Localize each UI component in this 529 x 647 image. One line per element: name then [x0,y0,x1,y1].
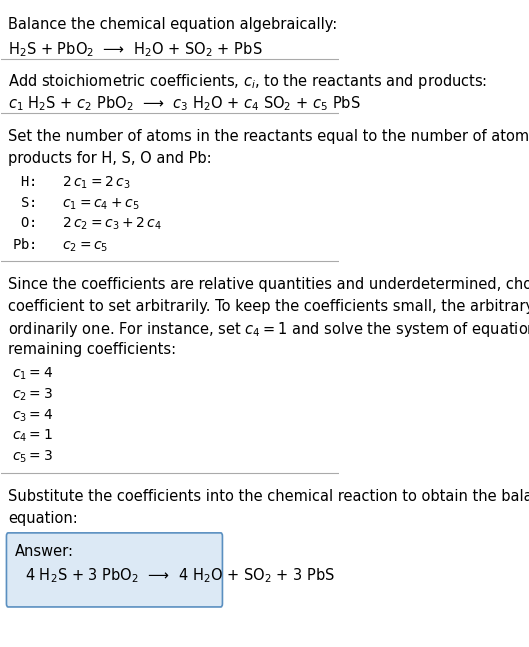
Text: Answer:: Answer: [15,544,74,559]
Text: Pb:   $c_2 = c_5$: Pb: $c_2 = c_5$ [12,236,108,254]
Text: O:   $2\,c_2 = c_3 + 2\,c_4$: O: $2\,c_2 = c_3 + 2\,c_4$ [12,216,161,232]
Text: $c_1$ H$_2$S + $c_2$ PbO$_2$  ⟶  $c_3$ H$_2$O + $c_4$ SO$_2$ + $c_5$ PbS: $c_1$ H$_2$S + $c_2$ PbO$_2$ ⟶ $c_3$ H$_… [8,94,361,113]
Text: Set the number of atoms in the reactants equal to the number of atoms in the: Set the number of atoms in the reactants… [8,129,529,144]
Text: H:   $2\,c_1 = 2\,c_3$: H: $2\,c_1 = 2\,c_3$ [12,175,130,191]
Text: products for H, S, O and Pb:: products for H, S, O and Pb: [8,151,212,166]
Text: Balance the chemical equation algebraically:: Balance the chemical equation algebraica… [8,17,338,32]
Text: coefficient to set arbitrarily. To keep the coefficients small, the arbitrary va: coefficient to set arbitrarily. To keep … [8,299,529,314]
Text: Substitute the coefficients into the chemical reaction to obtain the balanced: Substitute the coefficients into the che… [8,489,529,504]
Text: $c_3 = 4$: $c_3 = 4$ [12,407,53,424]
Text: H$_2$S + PbO$_2$  ⟶  H$_2$O + SO$_2$ + PbS: H$_2$S + PbO$_2$ ⟶ H$_2$O + SO$_2$ + PbS [8,40,262,59]
Text: remaining coefficients:: remaining coefficients: [8,342,176,357]
Text: $c_1 = 4$: $c_1 = 4$ [12,366,53,382]
Text: $c_2 = 3$: $c_2 = 3$ [12,386,52,403]
Text: $c_4 = 1$: $c_4 = 1$ [12,428,52,444]
Text: 4 H$_2$S + 3 PbO$_2$  ⟶  4 H$_2$O + SO$_2$ + 3 PbS: 4 H$_2$S + 3 PbO$_2$ ⟶ 4 H$_2$O + SO$_2$… [25,567,335,585]
FancyBboxPatch shape [6,533,222,607]
Text: Add stoichiometric coefficients, $c_i$, to the reactants and products:: Add stoichiometric coefficients, $c_i$, … [8,72,487,91]
Text: S:   $c_1 = c_4 + c_5$: S: $c_1 = c_4 + c_5$ [12,195,139,212]
Text: Since the coefficients are relative quantities and underdetermined, choose a: Since the coefficients are relative quan… [8,277,529,292]
Text: ordinarily one. For instance, set $c_4 = 1$ and solve the system of equations fo: ordinarily one. For instance, set $c_4 =… [8,320,529,339]
Text: $c_5 = 3$: $c_5 = 3$ [12,448,52,465]
Text: equation:: equation: [8,510,78,525]
